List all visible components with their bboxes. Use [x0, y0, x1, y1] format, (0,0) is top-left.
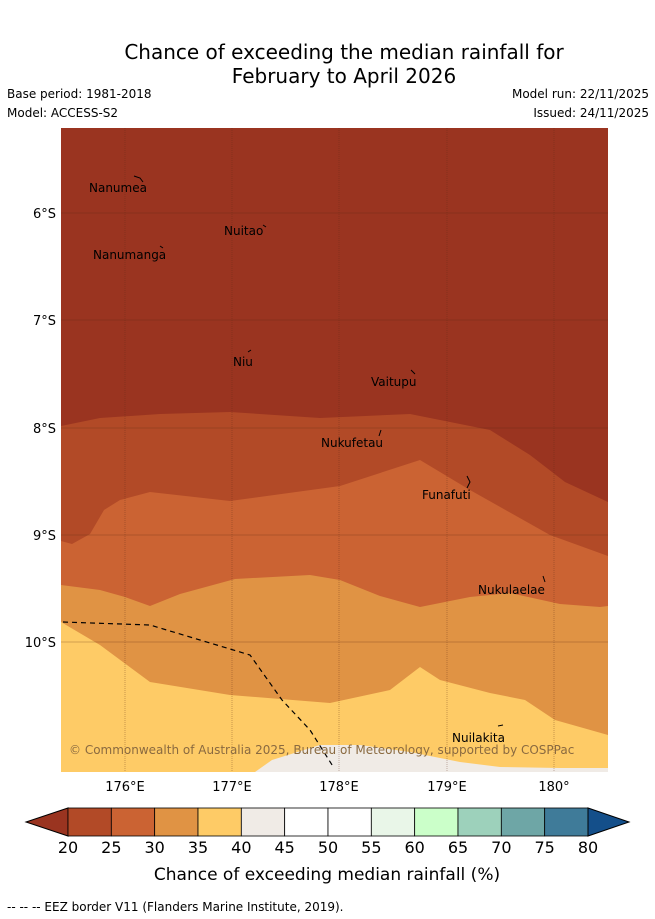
colorbar-segment — [457, 807, 502, 837]
colorbar-tick-label: 70 — [491, 838, 511, 857]
lat-label-6s: 6°S — [33, 207, 56, 222]
place-label-niu: Niu — [233, 355, 253, 369]
colorbar-segment — [154, 807, 199, 837]
lat-label-9s: 9°S — [33, 529, 56, 544]
colorbar-segment — [67, 807, 112, 837]
zone-40-45 — [61, 622, 608, 772]
issued-date: Issued: 24/11/2025 — [533, 106, 649, 120]
model-name: Model: ACCESS-S2 — [7, 106, 119, 120]
colorbar-tick-label: 35 — [188, 838, 208, 857]
colorbar-tick-label: 80 — [578, 838, 598, 857]
colorbar-tick-label: 50 — [318, 838, 338, 857]
probability-zones — [61, 128, 608, 772]
graticule — [61, 128, 608, 772]
colorbar-tick-label: 25 — [101, 838, 121, 857]
colorbar-segment — [500, 807, 546, 837]
colorbar-tick-label: 30 — [144, 838, 164, 857]
colorbar-tick-label: 20 — [58, 838, 78, 857]
islands — [133, 175, 546, 727]
colorbar-low-arrow — [24, 807, 69, 837]
colorbar-tick-label: 55 — [361, 838, 381, 857]
title-line-2: February to April 2026 — [231, 64, 457, 88]
copyright-notice: © Commonwealth of Australia 2025, Bureau… — [69, 743, 574, 757]
place-label-nukulaelae: Nukulaelae — [478, 583, 545, 597]
lon-label-176e: 176°E — [105, 780, 145, 795]
lon-label-179e: 179°E — [427, 780, 467, 795]
colorbar-segment — [327, 807, 372, 837]
lat-label-7s: 7°S — [33, 314, 56, 329]
colorbar-segment — [197, 807, 242, 837]
lon-label-178e: 178°E — [319, 780, 359, 795]
lat-label-8s: 8°S — [33, 422, 56, 437]
place-label-funafuti: Funafuti — [422, 488, 471, 502]
model-run: Model run: 22/11/2025 — [511, 87, 649, 101]
place-label-nuitao: Nuitao — [224, 224, 263, 238]
colorbar-tick-label: 75 — [534, 838, 554, 857]
place-label-nuilakita: Nuilakita — [452, 731, 505, 745]
zone-45-50 — [255, 745, 608, 772]
colorbar-tick-label: 40 — [231, 838, 251, 857]
title-line-1: Chance of exceeding the median rainfall … — [124, 40, 564, 64]
colorbar-segment — [414, 807, 459, 837]
place-label-nanumanga: Nanumanga — [93, 248, 166, 262]
colorbar-segment — [284, 807, 329, 837]
place-label-nukufetau: Nukufetau — [321, 436, 383, 450]
colorbar-high-arrow — [587, 807, 631, 837]
eez-border — [62, 621, 335, 769]
colorbar-segment — [240, 807, 286, 837]
colorbar-segment — [110, 807, 156, 837]
place-label-vaitupu: Vaitupu — [371, 375, 417, 389]
eez-footnote: -- -- -- EEZ border V11 (Flanders Marine… — [7, 900, 344, 914]
colorbar-segment — [544, 807, 589, 837]
colorbar-label: Chance of exceeding median rainfall (%) — [154, 865, 500, 885]
colorbar-tick-label: 60 — [404, 838, 424, 857]
colorbar-segment — [370, 807, 416, 837]
lon-label-180: 180° — [538, 780, 569, 795]
place-label-nanumea: Nanumea — [89, 181, 147, 195]
lon-label-177e: 177°E — [212, 780, 252, 795]
lat-label-10s: 10°S — [25, 636, 56, 651]
base-period: Base period: 1981-2018 — [7, 87, 152, 101]
colorbar: 20 25 30 35 40 45 50 55 60 65 70 75 80 — [24, 807, 631, 857]
colorbar-tick-label: 45 — [274, 838, 294, 857]
colorbar-tick-label: 65 — [448, 838, 468, 857]
